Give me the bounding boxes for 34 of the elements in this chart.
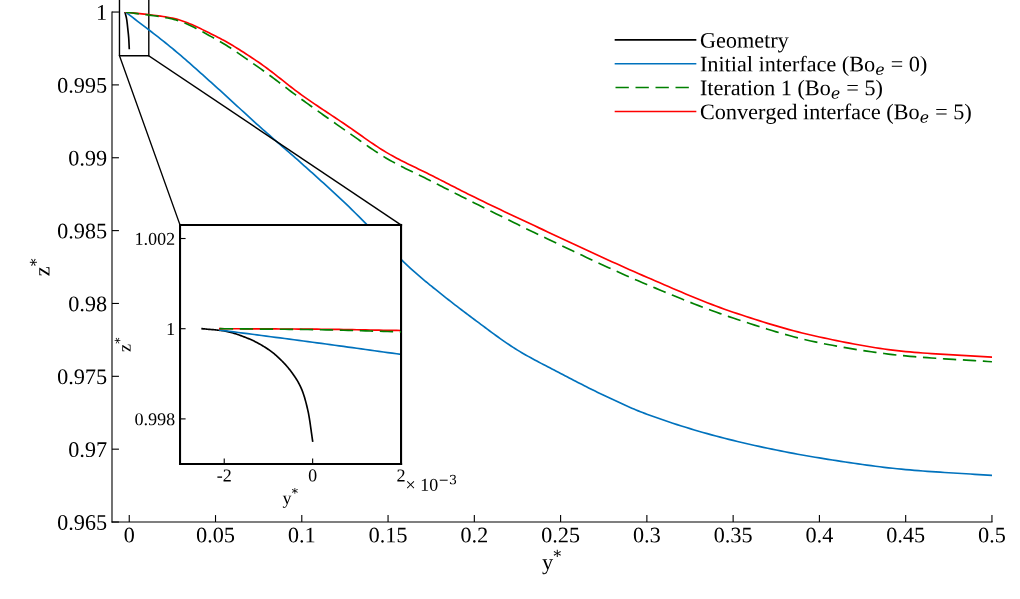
- y-tick-label: 0.998: [135, 413, 175, 426]
- x-tick-label: 0.2: [461, 527, 487, 543]
- x-axis-title: y$^{*}$: [542, 549, 561, 575]
- y-tick-label: 0.99: [69, 150, 107, 166]
- x-tick-label: 0.45: [887, 527, 925, 543]
- x-tick-label: -2: [217, 469, 231, 482]
- x-tick-label: 0.4: [806, 527, 833, 543]
- y-axis-title: z$^{*}$: [29, 258, 50, 276]
- y-tick-label: 0.965: [57, 514, 107, 531]
- x-axis-title: y$^{*}$: [282, 488, 298, 508]
- y-tick-label: 0.98: [69, 296, 107, 312]
- legend-label: Converged interface (Bo$_{e}$ = 5): [700, 103, 971, 124]
- legend-label: Initial interface (Bo$_{e}$ = 0): [700, 55, 927, 77]
- x-tick-label: 0.5: [978, 527, 1005, 543]
- y-tick-label: 1: [167, 323, 175, 335]
- y-tick-label: 0.975: [57, 369, 107, 385]
- y-tick-label: 0.97: [69, 442, 107, 458]
- legend-label: Geometry: [700, 32, 789, 53]
- x-tick-label: 0.15: [369, 527, 407, 543]
- x-tick-label: 2: [397, 469, 405, 482]
- y-tick-label: 0.995: [57, 77, 107, 93]
- y-tick-label: 1: [97, 5, 106, 20]
- x-tick-label: 0: [308, 469, 317, 482]
- annotation: × 10$^{−3}$: [406, 474, 457, 491]
- y-axis-title: z$^{*}$: [114, 337, 131, 352]
- y-tick-label: 0.985: [57, 223, 107, 239]
- y-tick-label: 1.002: [136, 232, 175, 246]
- x-tick-label: 0.35: [714, 527, 752, 543]
- legend-label: Iteration 1 (Bo$_{e}$ = 5): [700, 79, 882, 100]
- x-tick-label: 0.3: [633, 527, 660, 543]
- x-tick-label: 0.05: [196, 527, 235, 543]
- x-tick-label: 0.1: [288, 527, 315, 543]
- x-tick-label: 0.25: [542, 527, 580, 543]
- x-tick-label: 0: [124, 527, 134, 543]
